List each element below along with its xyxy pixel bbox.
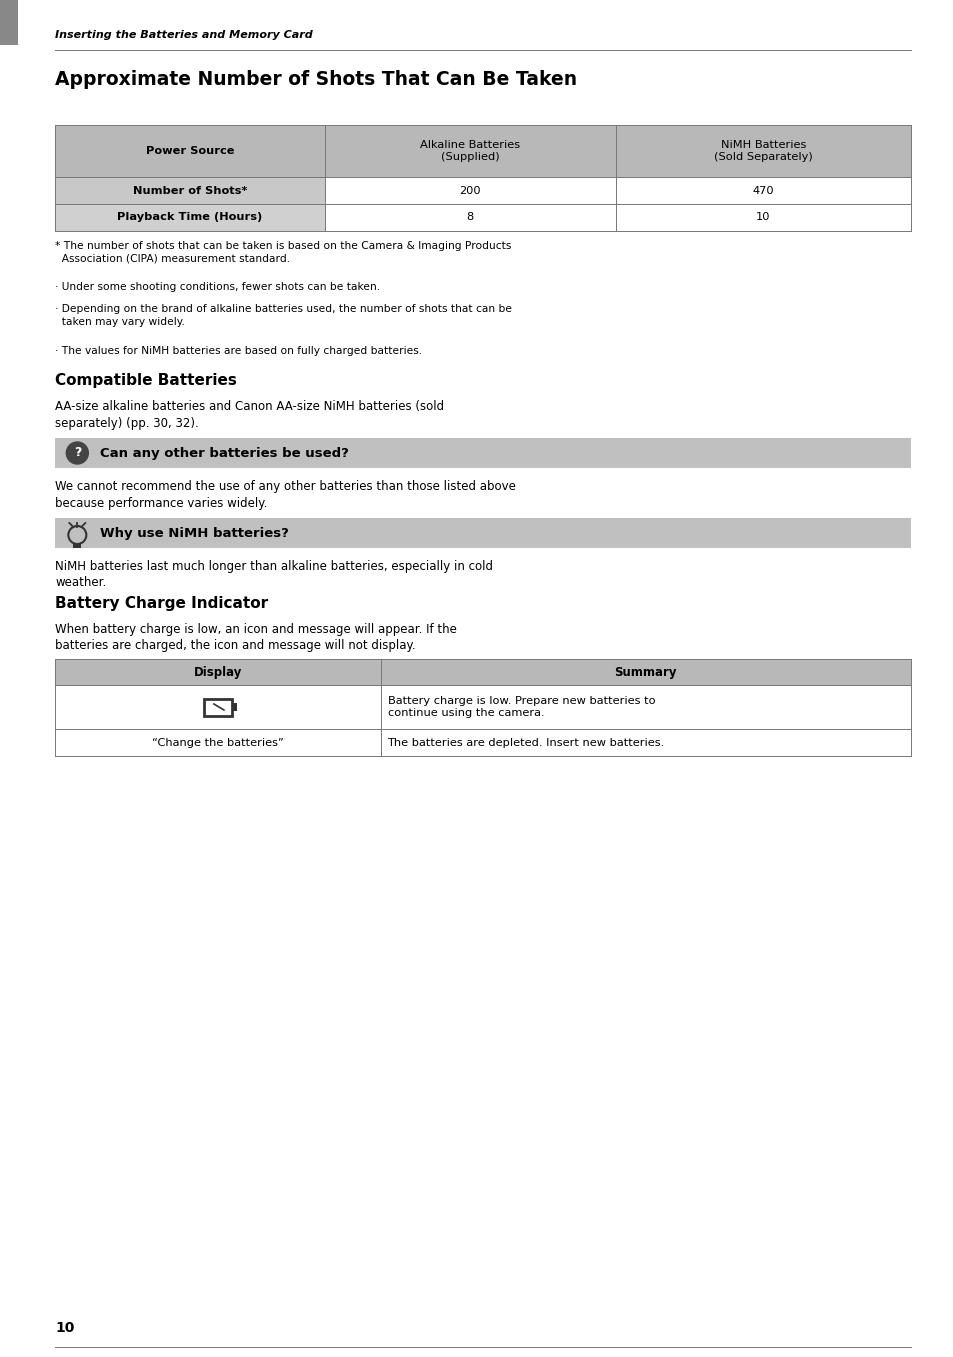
Bar bbox=[55, 729, 380, 756]
Text: Battery Charge Indicator: Battery Charge Indicator bbox=[55, 596, 268, 611]
Bar bbox=[0, 0, 18, 45]
Text: Number of Shots*: Number of Shots* bbox=[132, 186, 247, 195]
Text: Inserting the Batteries and Memory Card: Inserting the Batteries and Memory Card bbox=[55, 30, 313, 39]
Bar bbox=[204, 699, 232, 715]
Text: 200: 200 bbox=[459, 186, 480, 195]
Bar bbox=[55, 438, 910, 468]
Text: Playback Time (Hours): Playback Time (Hours) bbox=[117, 213, 262, 223]
Text: We cannot recommend the use of any other batteries than those listed above
becau: We cannot recommend the use of any other… bbox=[55, 480, 516, 509]
Text: · Depending on the brand of alkaline batteries used, the number of shots that ca: · Depending on the brand of alkaline bat… bbox=[55, 304, 512, 327]
Text: When battery charge is low, an icon and message will appear. If the
batteries ar: When battery charge is low, an icon and … bbox=[55, 623, 456, 653]
Bar bbox=[616, 204, 910, 231]
Bar bbox=[55, 204, 325, 231]
Text: Compatible Batteries: Compatible Batteries bbox=[55, 373, 237, 388]
Text: Alkaline Batteries
(Supplied): Alkaline Batteries (Supplied) bbox=[420, 140, 520, 163]
Bar bbox=[380, 729, 910, 756]
Text: 470: 470 bbox=[752, 186, 774, 195]
Text: · Under some shooting conditions, fewer shots can be taken.: · Under some shooting conditions, fewer … bbox=[55, 282, 380, 292]
Text: Approximate Number of Shots That Can Be Taken: Approximate Number of Shots That Can Be … bbox=[55, 71, 577, 90]
Text: AA-size alkaline batteries and Canon AA-size NiMH batteries (sold
separately) (p: AA-size alkaline batteries and Canon AA-… bbox=[55, 400, 444, 430]
Bar bbox=[55, 176, 325, 204]
Bar bbox=[55, 660, 910, 685]
Text: “Change the batteries”: “Change the batteries” bbox=[152, 737, 283, 748]
Text: The batteries are depleted. Insert new batteries.: The batteries are depleted. Insert new b… bbox=[387, 737, 664, 748]
Text: NiMH batteries last much longer than alkaline batteries, especially in cold
weat: NiMH batteries last much longer than alk… bbox=[55, 560, 493, 589]
Bar bbox=[55, 125, 910, 176]
Text: * The number of shots that can be taken is based on the Camera & Imaging Product: * The number of shots that can be taken … bbox=[55, 242, 511, 263]
Bar bbox=[616, 176, 910, 204]
Text: Why use NiMH batteries?: Why use NiMH batteries? bbox=[100, 527, 289, 540]
Text: ?: ? bbox=[73, 446, 81, 460]
Bar bbox=[232, 703, 236, 711]
Text: Power Source: Power Source bbox=[146, 147, 234, 156]
Bar bbox=[380, 685, 910, 729]
Text: Battery charge is low. Prepare new batteries to
continue using the camera.: Battery charge is low. Prepare new batte… bbox=[387, 696, 655, 718]
Bar bbox=[73, 544, 81, 547]
Text: · The values for NiMH batteries are based on fully charged batteries.: · The values for NiMH batteries are base… bbox=[55, 346, 422, 356]
Bar bbox=[55, 685, 380, 729]
Text: Can any other batteries be used?: Can any other batteries be used? bbox=[100, 446, 349, 460]
Text: 10: 10 bbox=[55, 1320, 74, 1335]
Text: Display: Display bbox=[193, 665, 242, 678]
Circle shape bbox=[67, 442, 89, 464]
Text: NiMH Batteries
(Sold Separately): NiMH Batteries (Sold Separately) bbox=[714, 140, 812, 163]
Bar bbox=[325, 176, 616, 204]
Text: 8: 8 bbox=[466, 213, 474, 223]
Text: Summary: Summary bbox=[614, 665, 677, 678]
Text: 10: 10 bbox=[756, 213, 770, 223]
Bar bbox=[55, 518, 910, 548]
Bar bbox=[325, 204, 616, 231]
